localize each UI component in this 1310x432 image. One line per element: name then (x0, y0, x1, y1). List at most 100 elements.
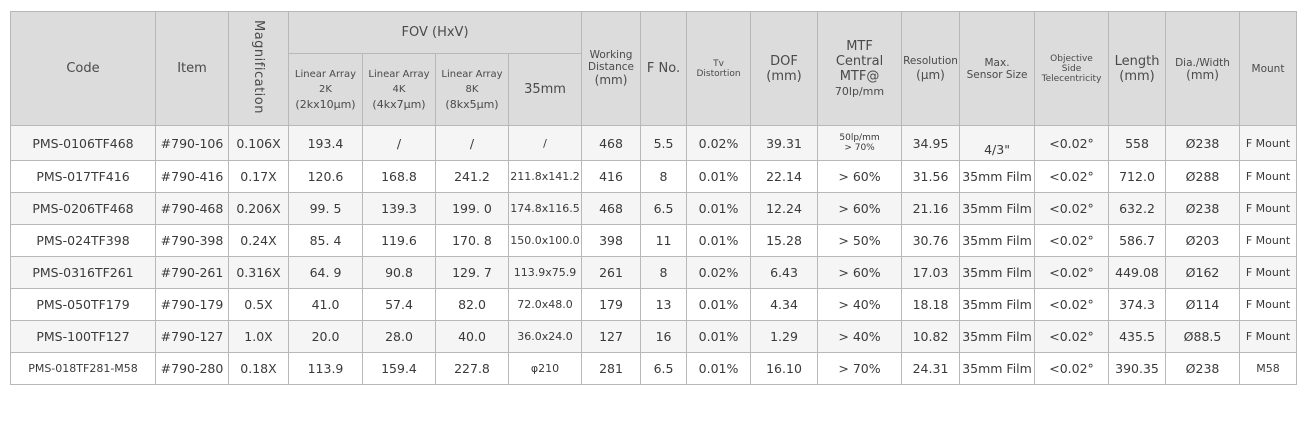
table-row: PMS-050TF179 #790-179 0.5X 41.0 57.4 82.0 72.0… (10, 288, 1298, 321)
cell-dia: Ø114 (1165, 288, 1241, 321)
cell-mtf: > 70% (817, 352, 903, 385)
table-row: PMS-0316TF261 #790-261 0.316X 64. 9 90.8 129.… (10, 256, 1298, 289)
cell-res: 30.76 (901, 224, 961, 257)
cell-fov2k: 41.0 (288, 288, 363, 321)
cell-sensor: 35mm Film (959, 224, 1036, 257)
cell-res: 34.95 (901, 125, 961, 161)
cell-dia: Ø238 (1165, 192, 1241, 225)
header-max-sensor: Max. Sensor Size (959, 11, 1036, 126)
table-header: Code Item Magnification FOV (HxV) Workin… (10, 11, 1298, 126)
cell-sensor: 35mm Film (959, 256, 1036, 289)
cell-tv: 0.01% (686, 192, 752, 225)
fov2k-line2: 2K (319, 84, 332, 95)
cell-dof: 12.24 (750, 192, 819, 225)
cell-res: 17.03 (901, 256, 961, 289)
cell-item: #790-416 (155, 160, 229, 193)
cell-tele: <0.02° (1034, 224, 1110, 257)
cell-dia: Ø238 (1165, 352, 1241, 385)
cell-fov2k: 20.0 (288, 320, 363, 353)
cell-dof: 39.31 (750, 125, 819, 161)
wd-line3: (mm) (594, 73, 628, 87)
cell-sensor: 35mm Film (959, 288, 1036, 321)
cell-tv: 0.02% (686, 125, 752, 161)
cell-dof: 22.14 (750, 160, 819, 193)
cell-fno: 8 (640, 160, 688, 193)
cell-fov35: 211.8x141.2 (507, 160, 583, 193)
cell-item: #790-106 (155, 125, 229, 161)
cell-mount: F Mount (1239, 320, 1298, 353)
res-line2: (μm) (916, 67, 945, 82)
table-row: PMS-0206TF468 #790-468 0.206X 99. 5 139.3 199… (10, 192, 1298, 225)
cell-length: 586.7 (1108, 224, 1167, 257)
cell-fno: 6.5 (640, 192, 688, 225)
cell-length: 558 (1108, 125, 1167, 161)
cell-sensor: 4/3" (959, 125, 1036, 161)
cell-item: #790-280 (155, 352, 229, 385)
cell-fno: 8 (640, 256, 688, 289)
lens-spec-table: Code Item Magnification FOV (HxV) Workin… (10, 11, 1298, 385)
cell-code: PMS-0106TF468 (10, 125, 156, 161)
cell-dof: 1.29 (750, 320, 819, 353)
cell-wd: 179 (581, 288, 642, 321)
cell-fov2k: 99. 5 (288, 192, 363, 225)
cell-wd: 468 (581, 192, 642, 225)
cell-fov4k: 139.3 (362, 192, 436, 225)
header-tv-distortion: Tv Distortion (686, 11, 752, 126)
cell-wd: 127 (581, 320, 642, 353)
cell-mag: 0.24X (228, 224, 289, 257)
cell-fov35: 174.8x116.5 (507, 192, 583, 225)
cell-mount: M58 (1239, 352, 1298, 385)
cell-fno: 16 (640, 320, 688, 353)
cell-res: 24.31 (901, 352, 961, 385)
res-line1: Resolution (903, 54, 958, 67)
cell-length: 390.35 (1108, 352, 1167, 385)
tv-line1: Tv (713, 58, 724, 69)
fov2k-line3: (2kx10μm) (295, 98, 356, 111)
cell-tele: <0.02° (1034, 320, 1110, 353)
table-row: PMS-100TF127 #790-127 1.0X 20.0 28.0 40.0 36.0… (10, 320, 1298, 353)
cell-dof: 6.43 (750, 256, 819, 289)
cell-mtf: > 40% (817, 320, 903, 353)
mtf-line3: MTF@ (839, 68, 880, 84)
cell-fov8k: / (435, 125, 509, 161)
cell-code: PMS-0316TF261 (10, 256, 156, 289)
cell-fov4k: 90.8 (362, 256, 436, 289)
dia-line1: Dia./Width (1175, 56, 1230, 69)
cell-fno: 13 (640, 288, 688, 321)
cell-fov35: / (507, 125, 583, 161)
cell-mag: 0.17X (228, 160, 289, 193)
sensor-line1: Max. (984, 56, 1010, 69)
cell-sensor: 35mm Film (959, 320, 1036, 353)
cell-fno: 11 (640, 224, 688, 257)
cell-wd: 398 (581, 224, 642, 257)
cell-mtf: 50lp/mm > 70% (817, 125, 903, 161)
mtf-line2: Central (835, 53, 884, 69)
tele-line3: Telecentricity (1041, 73, 1102, 84)
table-row: PMS-024TF398 #790-398 0.24X 85. 4 119.6 170. … (10, 224, 1298, 257)
cell-mag: 0.5X (228, 288, 289, 321)
cell-fov35: 150.0x100.0 (507, 224, 583, 257)
cell-mtf-line2: > 70% (844, 143, 875, 153)
cell-tele: <0.02° (1034, 192, 1110, 225)
cell-item: #790-179 (155, 288, 229, 321)
tele-line2: Side (1061, 63, 1082, 74)
fov8k-line1: Linear Array (441, 69, 503, 80)
cell-mtf: > 60% (817, 256, 903, 289)
cell-code: PMS-050TF179 (10, 288, 156, 321)
cell-res: 10.82 (901, 320, 961, 353)
mtf-line1: MTF (846, 38, 873, 54)
cell-fov35: φ210 (507, 352, 583, 385)
length-line1: Length (1114, 53, 1160, 69)
cell-tele: <0.02° (1034, 125, 1110, 161)
cell-mtf: > 60% (817, 192, 903, 225)
cell-res: 31.56 (901, 160, 961, 193)
cell-fov8k: 40.0 (435, 320, 509, 353)
cell-fov35: 36.0x24.0 (507, 320, 583, 353)
cell-item: #790-398 (155, 224, 229, 257)
cell-code: PMS-100TF127 (10, 320, 156, 353)
cell-fov8k: 241.2 (435, 160, 509, 193)
header-dia: Dia./Width (mm) (1165, 11, 1241, 126)
length-line2: (mm) (1119, 68, 1155, 84)
cell-tv: 0.02% (686, 256, 752, 289)
cell-fov4k: 119.6 (362, 224, 436, 257)
